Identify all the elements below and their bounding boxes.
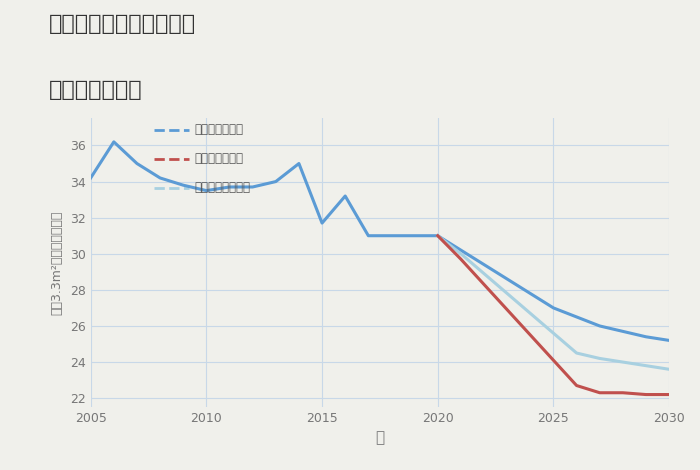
Text: ノーマルシナリオ: ノーマルシナリオ [195,181,251,194]
Text: グッドシナリオ: グッドシナリオ [195,124,244,136]
Text: 土地の価格推移: 土地の価格推移 [49,80,143,100]
X-axis label: 年: 年 [375,431,384,446]
Y-axis label: 坪（3.3m²）単価（万円）: 坪（3.3m²）単価（万円） [50,211,63,315]
Text: バッドシナリオ: バッドシナリオ [195,152,244,165]
Text: 愛知県豊橋市多米東町の: 愛知県豊橋市多米東町の [49,14,196,34]
